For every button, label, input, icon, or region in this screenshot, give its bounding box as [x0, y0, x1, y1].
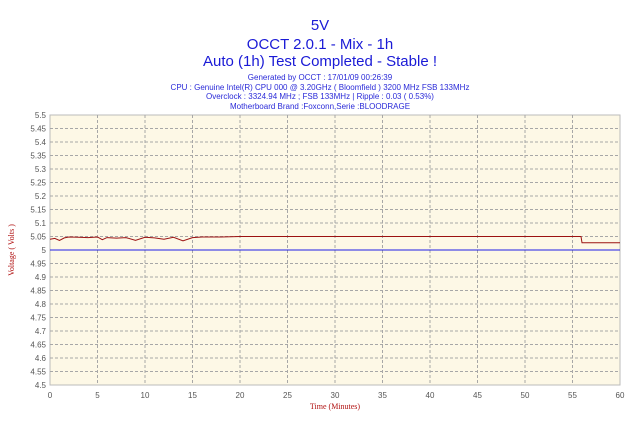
y-tick-label: 4.75 — [30, 314, 46, 323]
x-tick-label: 10 — [141, 391, 150, 400]
y-tick-label: 5.25 — [30, 179, 46, 188]
y-axis-label: Voltage ( Volts ) — [7, 224, 16, 276]
x-tick-label: 20 — [236, 391, 245, 400]
y-tick-label: 4.6 — [35, 354, 47, 363]
x-tick-label: 50 — [521, 391, 530, 400]
y-tick-label: 4.8 — [35, 300, 47, 309]
y-tick-label: 5.4 — [35, 138, 47, 147]
y-tick-label: 4.65 — [30, 341, 46, 350]
chart-subtitle-test: OCCT 2.0.1 - Mix - 1h — [246, 36, 394, 53]
x-tick-label: 55 — [568, 391, 577, 400]
x-tick-label: 35 — [378, 391, 387, 400]
y-tick-label: 4.5 — [35, 381, 47, 390]
voltage-series-line — [49, 236, 620, 244]
y-tick-label: 5.2 — [35, 192, 47, 201]
x-tick-label: 40 — [426, 391, 435, 400]
y-tick-label: 5 — [42, 246, 47, 255]
y-tick-label: 5.5 — [35, 111, 47, 120]
y-axis: 4.5 4.55 4.6 4.65 4.7 4.75 4.8 4.85 4.9 4.95 5 5.05… — [30, 111, 46, 390]
y-tick-label: 4.55 — [30, 368, 46, 377]
x-tick-label: 45 — [473, 391, 482, 400]
y-tick-label: 5.45 — [30, 125, 46, 134]
y-tick-label: 4.95 — [30, 260, 46, 269]
chart-title: 5V — [310, 17, 330, 34]
grid-lines — [50, 115, 620, 385]
y-tick-label: 5.3 — [35, 165, 47, 174]
x-tick-label: 25 — [283, 391, 292, 400]
x-tick-label: 60 — [616, 391, 625, 400]
x-axis: 0 5 10 15 20 25 30 35 40 45 50 55 60 — [48, 391, 625, 400]
overclock-info: Overclock : 3324.94 MHz ; FSB 133MHz | R… — [206, 92, 434, 101]
series-layer — [49, 236, 620, 251]
x-tick-label: 30 — [331, 391, 340, 400]
y-tick-label: 5.15 — [30, 206, 46, 215]
x-tick-label: 15 — [188, 391, 197, 400]
y-tick-label: 5.1 — [35, 219, 47, 228]
cpu-info: CPU : Genuine Intel(R) CPU 000 @ 3.20GHz… — [170, 82, 470, 92]
y-tick-label: 4.7 — [35, 327, 47, 336]
y-tick-label: 5.35 — [30, 152, 46, 161]
generated-info: Generated by OCCT : 17/01/09 00:26:39 — [247, 73, 393, 82]
y-tick-label: 5.05 — [30, 233, 46, 242]
x-tick-label: 0 — [48, 391, 53, 400]
y-tick-label: 4.9 — [35, 273, 47, 282]
motherboard-info: Motherboard Brand :Foxconn,Serie :BLOODR… — [229, 101, 411, 111]
x-axis-label: Time (Minutes) — [310, 402, 360, 411]
x-tick-label: 5 — [95, 391, 100, 400]
y-tick-label: 4.85 — [30, 287, 46, 296]
chart-subtitle-status: Auto (1h) Test Completed - Stable ! — [202, 53, 437, 70]
